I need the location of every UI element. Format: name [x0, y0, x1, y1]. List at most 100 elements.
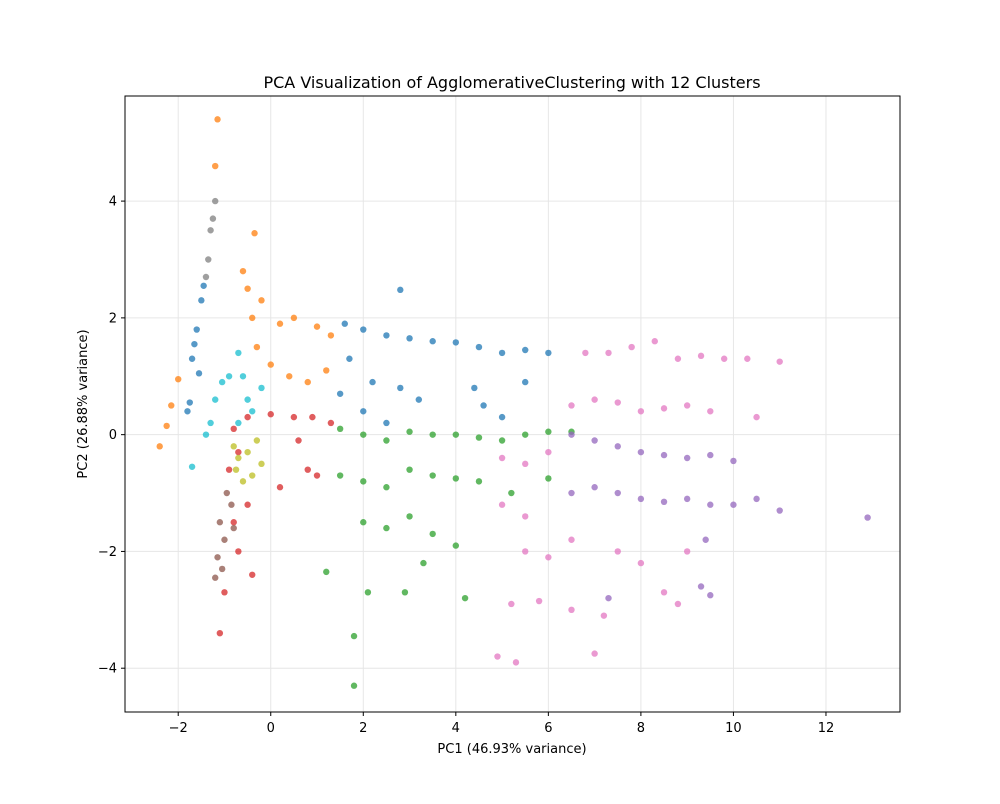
y-tick-label: −2 [98, 545, 117, 560]
data-point [406, 335, 413, 342]
data-point [249, 472, 256, 479]
data-point [591, 650, 598, 657]
data-point [600, 612, 608, 619]
data-point [720, 355, 728, 362]
data-point [429, 472, 436, 479]
data-point [406, 513, 413, 520]
data-point [545, 428, 552, 435]
data-point [683, 548, 691, 555]
data-point [223, 489, 230, 497]
data-point [202, 431, 210, 438]
data-point [498, 413, 506, 421]
data-point [512, 659, 520, 666]
data-point [429, 338, 436, 345]
data-point [369, 378, 376, 386]
data-point [346, 355, 353, 362]
data-point [637, 408, 645, 415]
data-point [235, 419, 242, 427]
data-point [744, 355, 751, 362]
data-point [350, 632, 358, 640]
data-point [225, 373, 233, 380]
data-point [168, 402, 175, 409]
data-point [614, 548, 621, 555]
data-point [776, 507, 783, 514]
data-point [249, 408, 256, 415]
data-point [156, 443, 163, 450]
x-tick-label: −2 [169, 721, 188, 736]
data-point [163, 422, 170, 430]
cluster-6-points [494, 338, 783, 666]
data-point [730, 501, 737, 508]
data-point [313, 472, 321, 479]
data-point [471, 384, 478, 392]
data-point [336, 472, 344, 479]
data-point [214, 116, 221, 123]
data-point [406, 466, 413, 473]
data-point [202, 273, 210, 281]
cluster-8-points [230, 437, 265, 485]
data-point [235, 454, 242, 462]
data-point [522, 346, 529, 354]
data-point [568, 489, 575, 497]
data-point [498, 501, 506, 508]
data-point [707, 501, 714, 508]
data-point [205, 256, 212, 263]
data-point [660, 589, 668, 596]
data-point [397, 286, 404, 294]
data-point [452, 475, 460, 482]
data-point [475, 478, 483, 485]
data-point [508, 600, 515, 608]
x-tick-label: 10 [725, 721, 742, 736]
data-point [232, 466, 240, 473]
data-point [415, 396, 423, 403]
data-point [397, 384, 404, 392]
data-point [522, 378, 529, 386]
data-point [251, 230, 258, 237]
data-point [498, 437, 506, 444]
data-point [212, 396, 219, 403]
data-point [383, 484, 390, 491]
data-point [614, 443, 621, 450]
y-tick-label: −4 [98, 662, 117, 677]
data-point [309, 413, 316, 421]
x-tick-label: 0 [267, 721, 275, 736]
data-point [244, 285, 251, 292]
data-point [605, 349, 612, 357]
data-point [323, 568, 330, 576]
data-point [730, 457, 737, 465]
data-point [253, 343, 261, 351]
data-point [304, 378, 311, 386]
data-point [230, 443, 237, 450]
data-point [341, 320, 348, 327]
data-point [244, 448, 251, 456]
data-point [218, 378, 226, 386]
data-point [212, 162, 219, 170]
data-point [276, 320, 284, 327]
data-point [276, 484, 284, 491]
data-point [697, 352, 705, 360]
data-point [290, 314, 298, 322]
data-point [568, 402, 575, 409]
data-point [614, 399, 621, 406]
data-point [360, 408, 367, 415]
data-points [156, 116, 871, 689]
x-axis-label: PC1 (46.93% variance) [437, 742, 586, 757]
data-point [235, 448, 242, 456]
data-point [191, 340, 198, 348]
data-point [360, 478, 367, 485]
data-point [461, 594, 469, 602]
data-point [258, 384, 265, 392]
data-point [313, 323, 321, 330]
data-point [452, 542, 460, 549]
data-point [452, 431, 460, 438]
plot-frame [124, 95, 901, 713]
data-point [249, 314, 256, 322]
data-point [707, 408, 714, 415]
data-point [239, 267, 247, 275]
data-point [545, 448, 552, 456]
cluster-1-points [156, 116, 335, 450]
data-point [401, 589, 409, 596]
data-point [522, 431, 529, 438]
